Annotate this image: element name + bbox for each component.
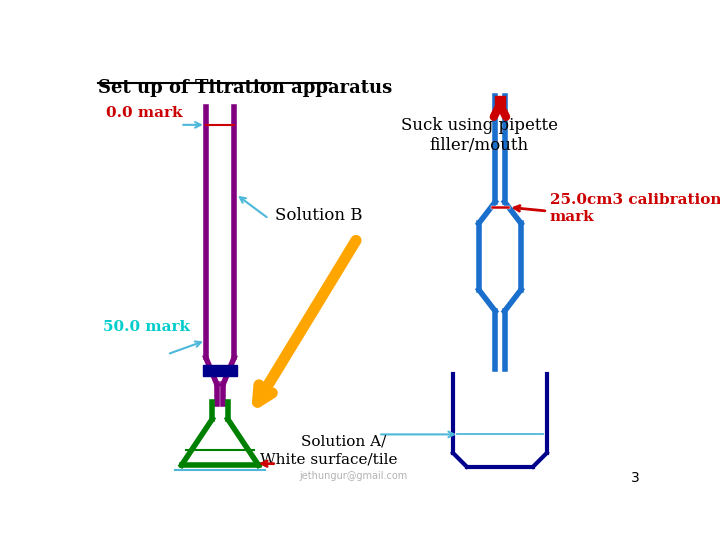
Text: White surface/tile: White surface/tile bbox=[260, 452, 397, 466]
Text: 50.0 mark: 50.0 mark bbox=[104, 320, 190, 334]
Text: jethungur@gmail.com: jethungur@gmail.com bbox=[300, 471, 408, 481]
Text: Suck using pipette
filler/mouth: Suck using pipette filler/mouth bbox=[400, 117, 557, 154]
Text: Solution B: Solution B bbox=[275, 207, 363, 224]
Bar bbox=[495, 96, 505, 106]
Text: 0.0 mark: 0.0 mark bbox=[106, 106, 182, 120]
Bar bbox=[203, 365, 237, 376]
Text: Set up of Titration apparatus: Set up of Titration apparatus bbox=[98, 79, 392, 97]
Text: 25.0cm3 calibration
mark: 25.0cm3 calibration mark bbox=[550, 193, 720, 224]
Text: Solution A/: Solution A/ bbox=[301, 434, 387, 448]
Text: 3: 3 bbox=[631, 471, 640, 485]
